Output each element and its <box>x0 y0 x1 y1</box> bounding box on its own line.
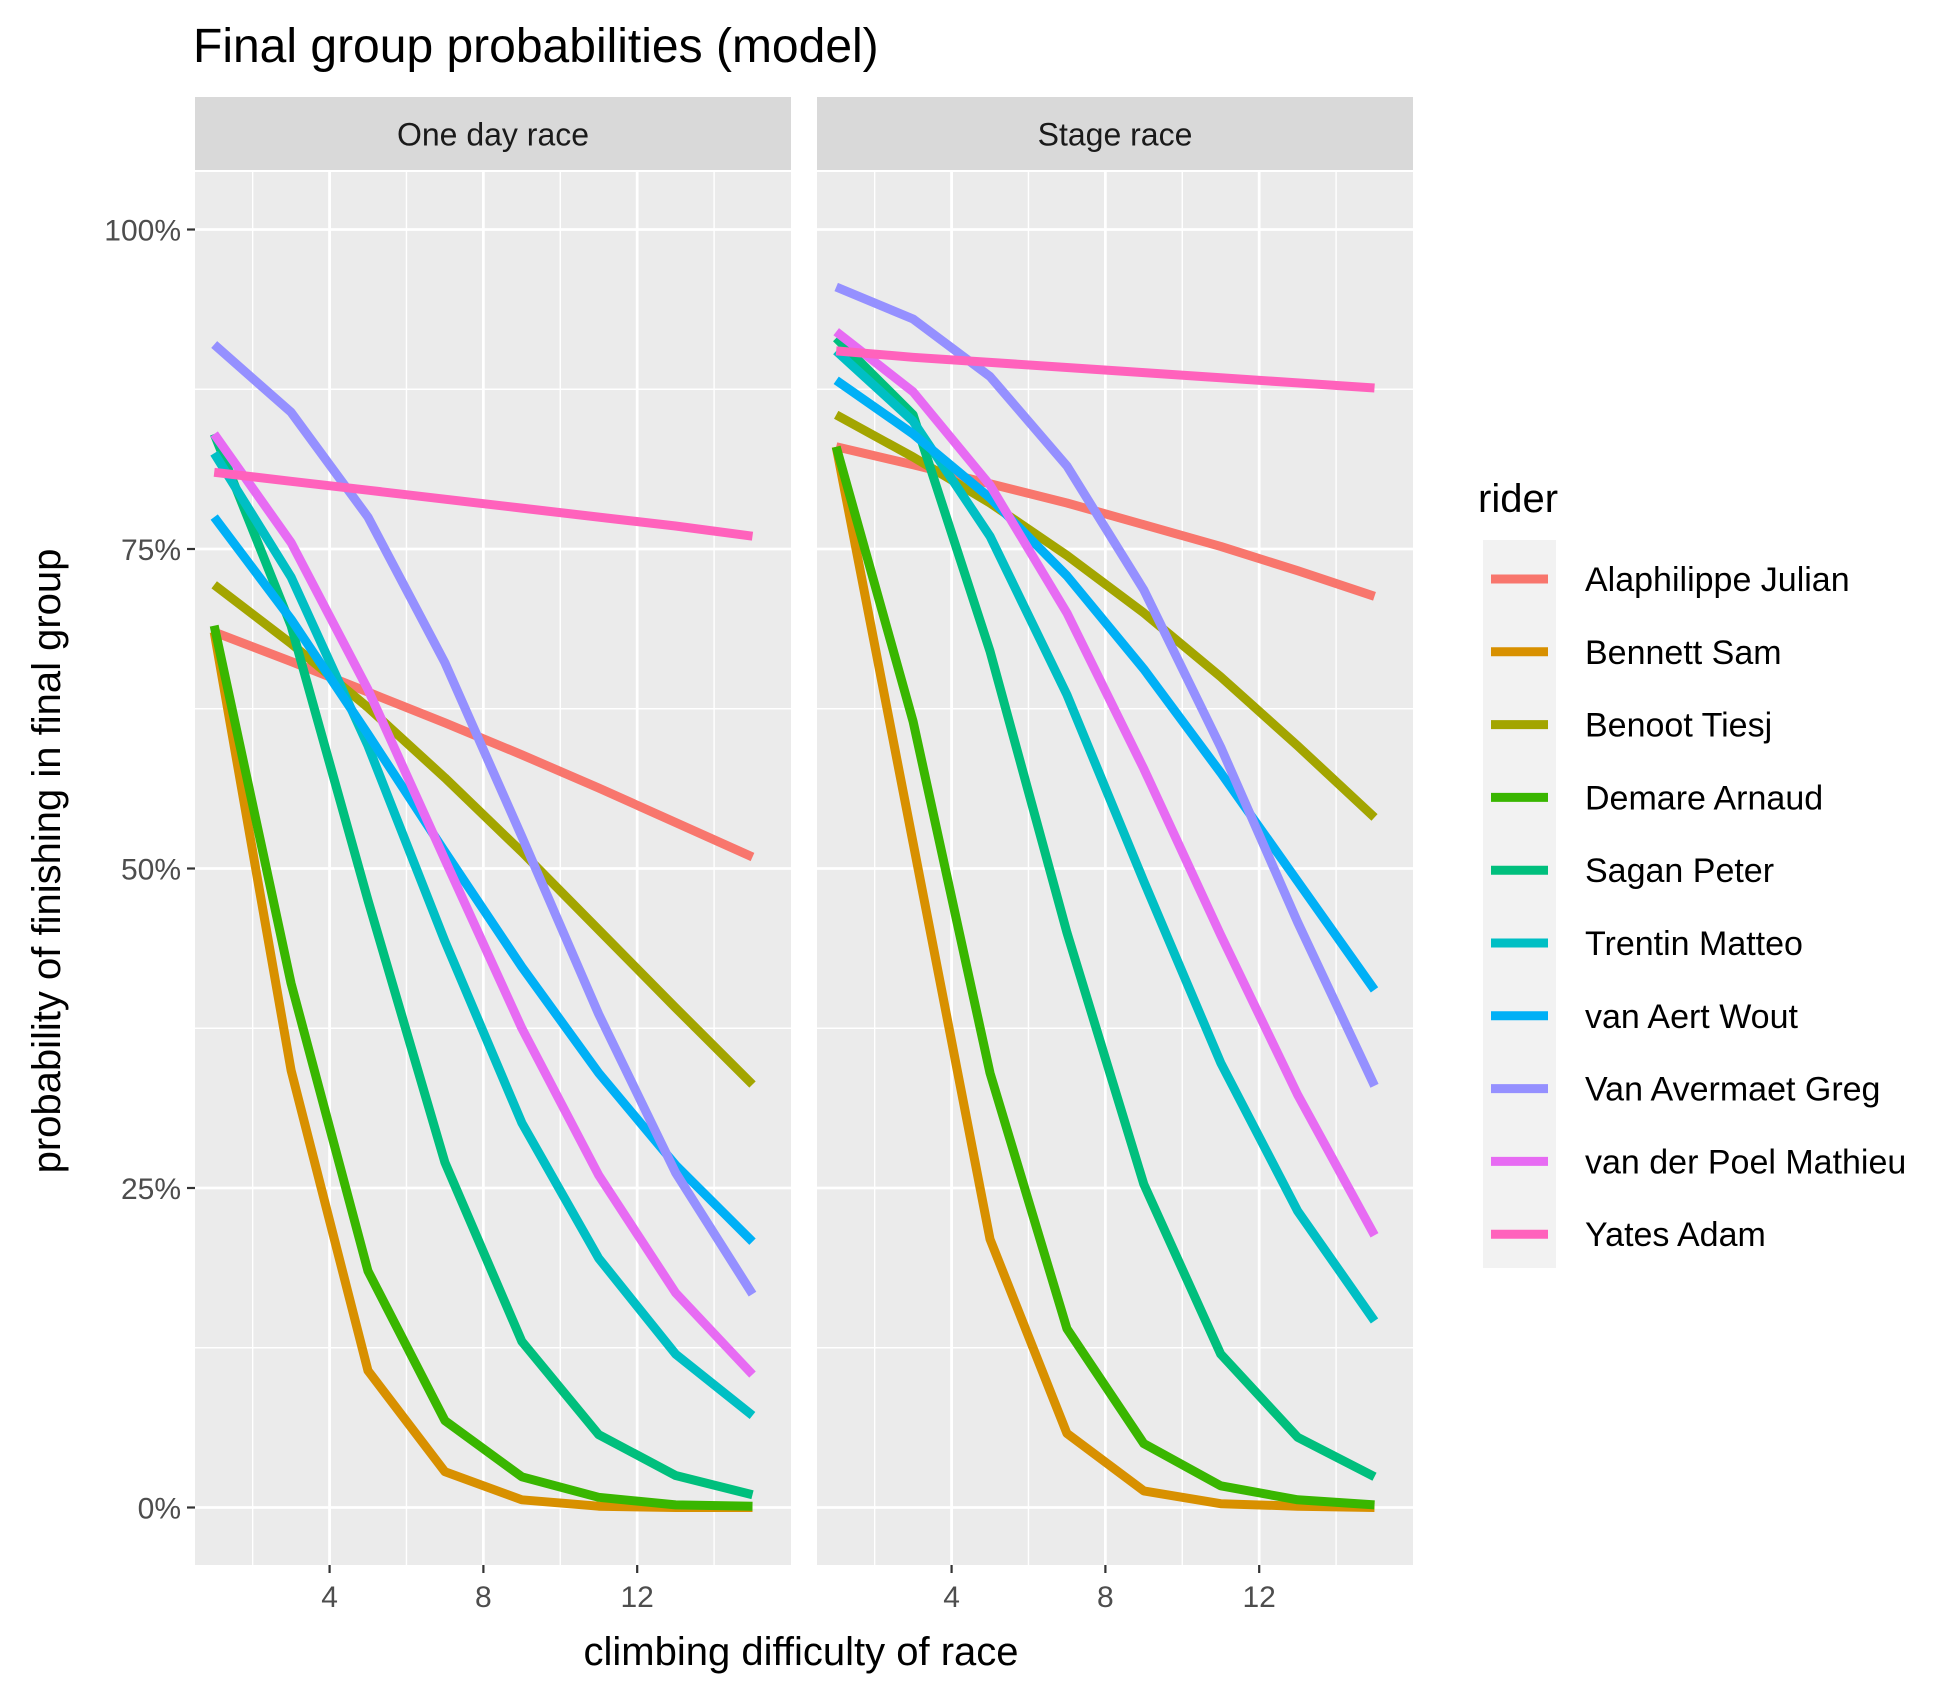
legend-item: Trentin Matteo <box>1491 925 1803 963</box>
series-line <box>831 445 1375 1510</box>
series-line <box>210 450 756 1420</box>
x-axis-label: climbing difficulty of race <box>584 1630 1019 1674</box>
y-tick-label: 0% <box>138 1492 181 1525</box>
legend-item: Van Avermaet Greg <box>1491 1071 1880 1109</box>
facet-strip <box>195 97 791 170</box>
x-tick-label: 8 <box>475 1581 492 1614</box>
series-line <box>833 334 1377 1481</box>
x-tick-label: 12 <box>621 1581 654 1614</box>
x-tick-label: 12 <box>1243 1581 1276 1614</box>
y-tick-label: 100% <box>104 215 181 248</box>
series-line <box>833 328 1379 1238</box>
legend-title: rider <box>1478 477 1558 521</box>
y-tick-label: 75% <box>121 534 181 567</box>
legend-label: van Aert Wout <box>1585 998 1798 1036</box>
legend-label: Demare Arnaud <box>1585 779 1823 817</box>
legend-item: Alaphilippe Julian <box>1491 561 1850 599</box>
panel-2: Stage race 4 8 12 <box>817 97 1413 1614</box>
series-line <box>213 467 754 541</box>
x-tick-label: 8 <box>1097 1581 1114 1614</box>
legend-item: Yates Adam <box>1491 1216 1766 1254</box>
x-tick-label: 4 <box>321 1581 338 1614</box>
series-line <box>834 282 1379 1088</box>
legend-item: van Aert Wout <box>1491 998 1798 1036</box>
legend: rider Alaphilippe Julian Bennett Sam Benoo… <box>1478 477 1906 1268</box>
y-axis-label: probability of finishing in final group <box>25 549 69 1174</box>
series-line <box>211 581 756 1088</box>
series-line <box>209 624 753 1511</box>
panel-1: One day race 4 8 12 0% 25% 50% 75% 100% <box>104 97 791 1614</box>
x-tick-label: 4 <box>943 1581 960 1614</box>
facet-strip <box>817 97 1413 170</box>
legend-label: Trentin Matteo <box>1585 925 1803 963</box>
facet-label: One day race <box>397 117 589 153</box>
legend-label: Van Avermaet Greg <box>1585 1071 1880 1109</box>
chart-title: Final group probabilities (model) <box>193 20 879 73</box>
legend-label: Alaphilippe Julian <box>1585 561 1850 599</box>
y-tick-label: 25% <box>121 1173 181 1206</box>
legend-item: van der Poel Mathieu <box>1491 1143 1906 1181</box>
series-line <box>831 445 1375 1512</box>
series-line <box>210 432 754 1500</box>
series-line <box>833 376 1379 993</box>
legend-label: Yates Adam <box>1585 1216 1766 1254</box>
legend-item: Bennett Sam <box>1491 634 1782 672</box>
legend-item: Sagan Peter <box>1491 852 1774 890</box>
y-tick-label: 50% <box>121 854 181 887</box>
legend-item: Benoot Tiesj <box>1491 707 1772 745</box>
series-line <box>210 431 756 1378</box>
legend-label: van der Poel Mathieu <box>1585 1143 1906 1181</box>
series-line <box>835 346 1375 393</box>
legend-label: Sagan Peter <box>1585 852 1774 890</box>
series-line <box>211 341 757 1297</box>
legend-item: Demare Arnaud <box>1491 779 1823 817</box>
panels: One day race 4 8 12 0% 25% 50% 75% 100% Stage rac… <box>104 97 1413 1614</box>
legend-label: Bennett Sam <box>1585 634 1782 672</box>
legend-key-background <box>1483 540 1556 1268</box>
facet-label: Stage race <box>1038 117 1193 153</box>
legend-label: Benoot Tiesj <box>1585 707 1772 745</box>
